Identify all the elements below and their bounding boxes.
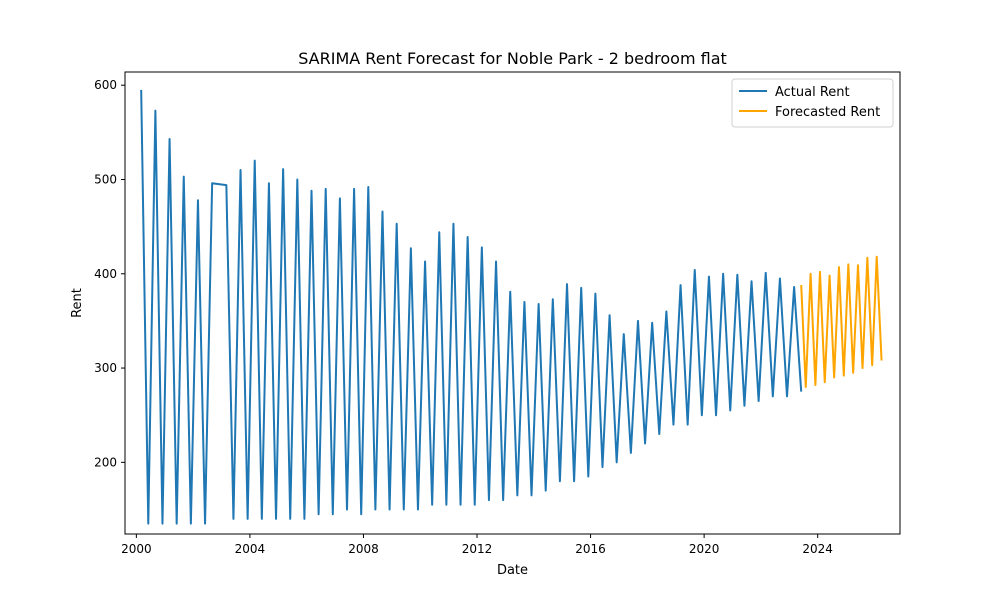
y-tick-label: 500 [94,172,117,186]
chart-title: SARIMA Rent Forecast for Noble Park - 2 … [298,49,727,68]
x-axis-label: Date [497,563,528,578]
x-axis: 2000 2004 2008 2012 2016 2020 2024 [121,534,833,556]
legend-label-forecast: Forecasted Rent [775,105,880,120]
y-tick-label: 600 [94,78,117,92]
legend-box [731,78,894,128]
y-tick-label: 400 [94,267,117,281]
x-tick-label: 2020 [689,542,720,556]
x-tick-label: 2016 [575,542,606,556]
x-tick-label: 2000 [121,542,152,556]
y-axis-label: Rent [70,288,85,318]
series-layer [140,89,883,525]
x-tick-label: 2004 [235,542,266,556]
legend: Actual Rent Forecasted Rent [731,78,894,128]
y-axis: 200 300 400 500 600 [94,78,125,469]
y-tick-label: 300 [94,361,117,375]
series-line-1 [800,255,883,388]
y-tick-label: 200 [94,455,117,469]
legend-label-actual: Actual Rent [775,85,850,100]
x-tick-label: 2024 [802,542,833,556]
x-tick-label: 2008 [348,542,379,556]
plot-frame [124,71,901,535]
x-tick-label: 2012 [462,542,493,556]
series-line-0 [140,89,803,525]
plot-area: 2000 2004 2008 2012 2016 2020 2024 200 300 400 50… [94,71,901,556]
